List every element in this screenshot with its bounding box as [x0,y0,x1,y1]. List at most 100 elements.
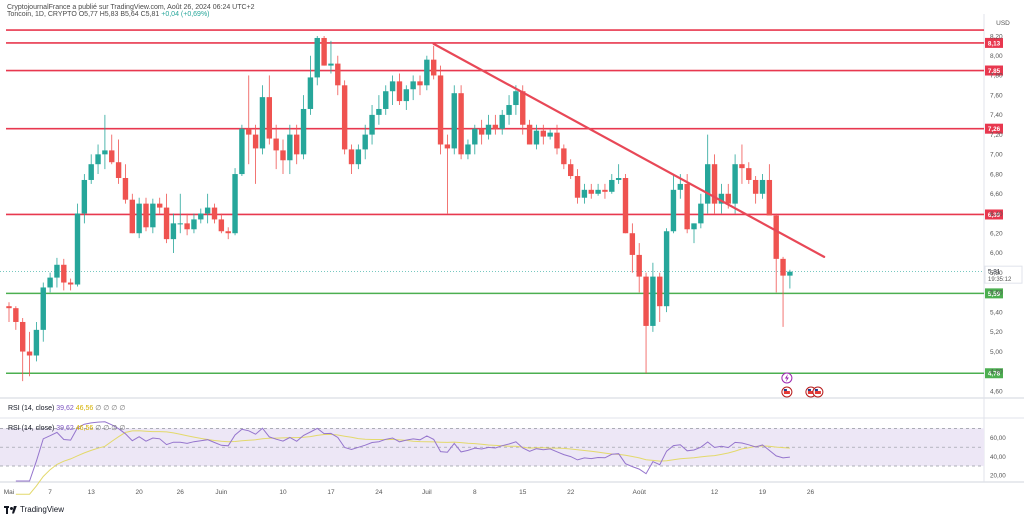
candle-body [595,189,601,194]
candle-body [122,178,129,200]
price-tick-label: 6,40 [990,211,1003,218]
rsi-ma-value: 46,56 [75,425,94,432]
time-tick-label: 8 [473,489,477,496]
candle-body [773,215,779,259]
candle-body [526,124,533,145]
candle-body [431,59,437,76]
level-tag-label: 6,39 [988,212,1001,219]
candle-body [341,85,348,150]
candle-body [615,178,622,180]
rsi-header-1[interactable]: RSI (14, close) 39,62 46,56 ∅ ∅ ∅ ∅ [8,404,125,412]
candle-body [780,258,786,276]
candle-body [636,254,642,277]
candle-body [198,213,204,220]
candle-body [698,203,704,224]
candle-body [252,134,259,149]
candle-body [492,124,499,129]
time-tick-label: Juil [422,489,432,496]
time-tick-label: 24 [375,489,383,496]
candle-body [20,321,26,352]
countdown-label: 19:35:12 [988,277,1012,283]
candle-body [574,176,581,198]
candle-body [102,150,108,155]
candle-body [547,132,553,137]
flag-stripe [814,391,821,394]
candle-body [184,223,190,230]
level-tag [985,209,1003,220]
currency-label: USD [996,20,1010,27]
publisher-line: CryptojournalFrance a publié sur Trading… [7,4,255,11]
candle-body [437,75,444,145]
candle-body [225,231,231,234]
candle-body [54,264,60,278]
candle-body [458,93,464,155]
candle-body [204,207,211,214]
flag-canton [807,389,811,391]
tradingview-branding[interactable]: TradingView [4,505,64,514]
flag-canton [814,389,818,391]
trendline [432,42,826,258]
candle-body [177,223,183,225]
candle-body [499,114,505,129]
candle-body [6,306,12,309]
candle-body [677,183,683,190]
candle-body [705,164,711,204]
time-tick-label: 26 [807,489,815,496]
candle-body [650,276,656,326]
candle-body [602,189,608,192]
rsi-tick-label: 60,00 [990,435,1006,442]
rsi-tick-label: 20,00 [990,473,1006,480]
price-axis: USD 8,20 8,00 7,80 7,60 7,40 7,20 7,00 6,80 6,60 6… [990,20,1010,395]
candle-body [266,97,272,139]
candle-body [150,203,156,228]
candle-body [383,91,389,109]
candle-body [581,189,588,198]
candle-body [143,203,149,228]
candle-body [513,91,519,106]
candle-body [81,179,88,214]
rsi-ma-value: 46,56 [75,405,94,412]
symbol-line: Toncoin, 1D, CRYPTO [7,11,77,18]
level-tag [985,37,1003,48]
candle-body [465,144,471,155]
candle-body [684,183,690,230]
time-tick-label: 26 [177,489,185,496]
time-tick-label: 20 [136,489,144,496]
candle-body [424,59,430,86]
rsi-empty-values: ∅ ∅ ∅ ∅ [95,425,126,432]
price-tick-label: 5,60 [990,290,1003,297]
flag-canton [783,389,787,391]
brand-name: TradingView [20,505,65,514]
last-price-tag [984,265,1023,284]
rsi-value: 39,62 [56,425,74,432]
candle-body [739,164,745,169]
time-tick-label: Mai [4,489,14,496]
candle-body [403,89,409,102]
grid [0,14,1024,483]
candle-body [506,105,512,115]
candle-body [170,223,177,240]
candle-body [33,329,40,356]
ohlc-values: O5,77 H5,83 B5,64 C5,81 [78,11,160,18]
candles [6,36,793,382]
price-tick-label: 5,80 [990,270,1003,277]
candle-body [533,130,540,145]
candle-body [191,219,197,230]
rsi-header-2[interactable]: RSI (14, close) 39,62 46,56 ∅ ∅ ∅ ∅ [8,424,125,432]
price-tick-label: 7,60 [990,92,1003,99]
price-tick-label: 5,20 [990,329,1003,336]
rsi-value: 39,62 [56,405,74,412]
candle-body [211,207,218,220]
level-tag-label: 7,26 [988,126,1001,133]
candle-body [485,124,492,135]
time-tick-label: 17 [327,489,335,496]
candle-body [307,77,314,109]
candle-body [95,154,101,165]
price-tick-label: 7,00 [990,152,1003,159]
candle-body [657,276,663,307]
candle-body [47,277,53,288]
time-tick-label: 13 [88,489,96,496]
candle-body [61,264,67,283]
candle-body [287,134,293,161]
